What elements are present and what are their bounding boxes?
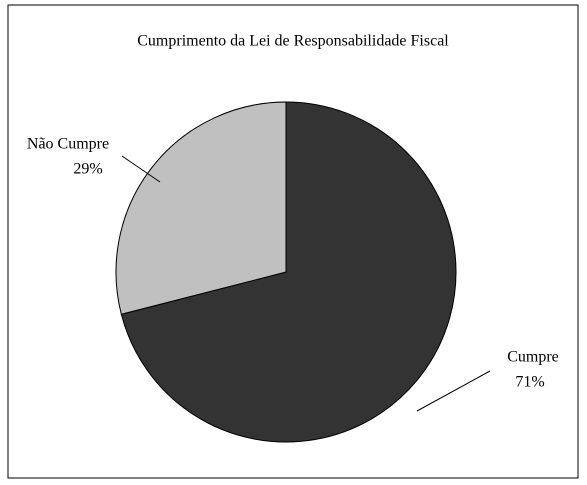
chart-title: Cumprimento da Lei de Responsabilidade F… <box>137 33 449 50</box>
leader-line <box>121 155 161 183</box>
pie-slice <box>120 101 457 443</box>
slice-label: Cumpre <box>507 349 559 366</box>
pie-slice <box>115 101 287 315</box>
slice-value-label: 71% <box>515 374 544 391</box>
slice-value-label: 29% <box>73 161 102 178</box>
slice-label: Não Cumpre <box>27 136 109 153</box>
leader-line <box>416 370 491 412</box>
